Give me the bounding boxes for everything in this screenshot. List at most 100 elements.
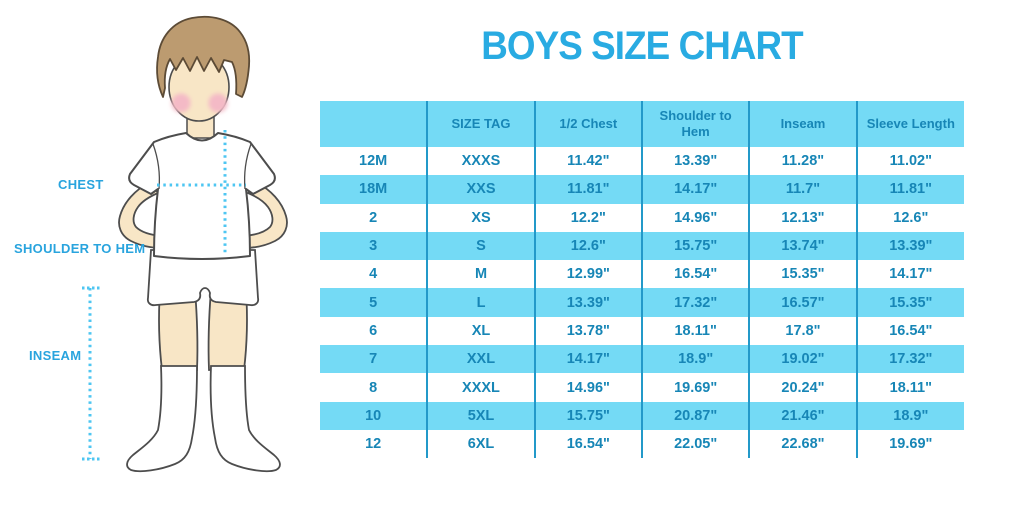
table-row: 2 XS 12.2" 14.96" 12.13" 12.6": [320, 203, 964, 232]
size-table-head: SIZE TAG 1/2 Chest Shoulder to Hem Inseam Sl…: [320, 101, 964, 147]
table-row: 6 XL 13.78" 18.11" 17.8" 16.54": [320, 316, 964, 346]
table-cell: 15.75": [640, 231, 750, 261]
size-table-body: 12M XXXS 11.42" 13.39" 11.28" 11.02" 18M XXS 11.…: [320, 147, 964, 459]
table-cell: 17.32": [855, 345, 964, 374]
size-table-header-row: SIZE TAG 1/2 Chest Shoulder to Hem Inseam Sl…: [320, 101, 964, 147]
table-cell: 18M: [359, 181, 388, 198]
table-cell: 16.54": [855, 316, 964, 346]
table-row: 12M XXXS 11.42" 13.39" 11.28" 11.02": [320, 147, 964, 176]
table-cell: 11.02": [855, 147, 964, 176]
table-cell: 6XL: [426, 429, 535, 459]
boy-left-sock: [126, 365, 198, 473]
table-cell: 18.9": [640, 345, 750, 374]
table-row: 7 XXL 14.17" 18.9" 19.02" 17.32": [320, 345, 964, 374]
size-table: SIZE TAG 1/2 Chest Shoulder to Hem Inseam Sl…: [320, 101, 964, 459]
table-cell: 22.05": [640, 429, 750, 459]
table-cell: 14.96": [640, 203, 750, 232]
table-cell: XXL: [426, 345, 535, 374]
table-cell: 20.87": [640, 401, 750, 430]
column-header: SIZE TAG: [426, 101, 535, 147]
table-cell: 16.57": [748, 288, 857, 317]
table-cell: XXXL: [426, 373, 535, 402]
table-cell: 15.35": [855, 288, 964, 317]
table-cell: 11.28": [748, 147, 857, 176]
column-header: Inseam: [748, 101, 857, 147]
table-cell: 5: [369, 294, 378, 311]
boy-tshirt: [128, 132, 276, 260]
boy-left-cheek: [171, 93, 191, 113]
table-cell: 14.17": [533, 345, 642, 374]
inseam-label: INSEAM: [29, 348, 82, 363]
table-cell: 21.46": [748, 401, 857, 430]
table-cell: 14.17": [640, 175, 750, 204]
table-row: 8 XXXL 14.96" 19.69" 20.24" 18.11": [320, 373, 964, 402]
table-cell: 11.42": [533, 147, 642, 176]
table-cell: 18.11": [640, 316, 750, 346]
table-cell: 2: [369, 209, 378, 226]
table-cell: 15.35": [748, 260, 857, 289]
table-cell: 18.11": [855, 373, 964, 402]
table-cell: 16.54": [533, 429, 642, 459]
table-cell: 14.96": [533, 373, 642, 402]
chest-label: CHEST: [58, 177, 104, 192]
table-cell: 12.6": [855, 203, 964, 232]
table-cell: 8: [369, 379, 378, 396]
table-cell: 11.81": [533, 175, 642, 204]
table-cell: 11.7": [748, 175, 857, 204]
table-cell: 14.17": [855, 260, 964, 289]
table-row: 3 S 12.6" 15.75" 13.74" 13.39": [320, 231, 964, 261]
table-cell: XS: [426, 203, 535, 232]
table-cell: 12.2": [533, 203, 642, 232]
table-row: 5 L 13.39" 17.32" 16.57" 15.35": [320, 288, 964, 317]
table-cell: 18.9": [855, 401, 964, 430]
table-cell: XXS: [426, 175, 535, 204]
table-cell: 5XL: [426, 401, 535, 430]
table-cell: 12M: [359, 153, 388, 170]
table-cell: 12: [365, 436, 382, 453]
table-cell: 12.99": [533, 260, 642, 289]
table-cell: 10: [365, 407, 382, 424]
table-cell: 3: [369, 238, 378, 255]
table-cell: 20.24": [748, 373, 857, 402]
table-cell: XL: [426, 316, 535, 346]
column-header: 1/2 Chest: [533, 101, 642, 147]
table-cell: 13.74": [748, 231, 857, 261]
table-cell: 13.78": [533, 316, 642, 346]
table-cell: 19.69": [855, 429, 964, 459]
table-cell: 13.39": [533, 288, 642, 317]
table-cell: XXXS: [426, 147, 535, 176]
boy-illustration: [82, 15, 288, 473]
boy-shorts: [146, 249, 260, 307]
table-row: 10 5XL 15.75" 20.87" 21.46" 18.9": [320, 401, 964, 430]
table-cell: L: [426, 288, 535, 317]
table-cell: 4: [369, 266, 378, 283]
table-row: 12 6XL 16.54" 22.05" 22.68" 19.69": [320, 429, 964, 459]
page-title: BOYS SIZE CHART: [481, 24, 803, 68]
table-cell: 15.75": [533, 401, 642, 430]
table-cell: 22.68": [748, 429, 857, 459]
table-cell: M: [426, 260, 535, 289]
table-cell: 13.39": [640, 147, 750, 176]
table-cell: 7: [369, 351, 378, 368]
column-header: Shoulder to Hem: [640, 101, 750, 147]
table-cell: 17.8": [748, 316, 857, 346]
table-cell: 11.81": [855, 175, 964, 204]
table-cell: 6: [369, 322, 378, 339]
table-cell: 19.69": [640, 373, 750, 402]
table-cell: 16.54": [640, 260, 750, 289]
table-row: 18M XXS 11.81" 14.17" 11.7" 11.81": [320, 175, 964, 204]
table-cell: 19.02": [748, 345, 857, 374]
table-cell: 17.32": [640, 288, 750, 317]
column-header: [320, 101, 428, 147]
table-row: 4 M 12.99" 16.54" 15.35" 14.17": [320, 260, 964, 289]
size-chart-table-container: SIZE TAG 1/2 Chest Shoulder to Hem Inseam Sl…: [320, 101, 964, 459]
boy-right-sleeve-seam: [243, 143, 252, 190]
shoulder-to-hem-label: SHOULDER TO HEM: [14, 241, 146, 256]
column-header: Sleeve Length: [855, 101, 964, 147]
table-cell: 12.13": [748, 203, 857, 232]
table-cell: S: [426, 231, 535, 261]
table-cell: 13.39": [855, 231, 964, 261]
boy-right-cheek: [208, 93, 228, 113]
boy-hair: [156, 15, 251, 98]
